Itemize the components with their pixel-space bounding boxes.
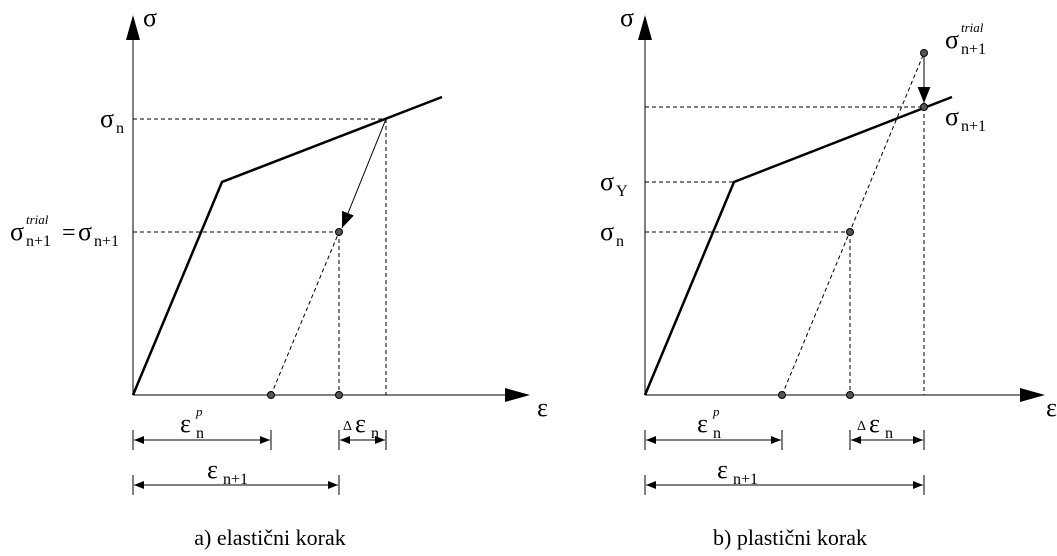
label-sub: n+1 — [733, 471, 758, 488]
label-base: = — [62, 220, 76, 246]
label-sub: Y — [616, 183, 628, 200]
point — [335, 228, 343, 236]
point — [920, 103, 928, 111]
label: ε pn — [697, 404, 721, 442]
label-sub: n — [371, 425, 379, 442]
label: σ n+1 — [945, 102, 986, 135]
label-base: ε — [180, 409, 191, 438]
caption: a) elastični korak — [194, 525, 346, 550]
guide — [781, 52, 925, 396]
label-base: ε — [869, 409, 880, 438]
label-sub: n+1 — [26, 233, 51, 250]
label: Δ — [343, 419, 352, 434]
label-sub: n — [116, 120, 124, 137]
label-sub: n — [616, 233, 624, 250]
label: = — [62, 220, 76, 246]
label-base: ε — [697, 409, 708, 438]
label: σ trial n+1 — [945, 20, 986, 58]
stress-strain-curve — [131, 95, 443, 396]
guide — [270, 231, 340, 396]
x-axis-label: ε — [1046, 393, 1057, 422]
label: σ n+1 — [78, 217, 119, 250]
label-base: σ — [945, 25, 959, 54]
label: ε n+1 — [717, 455, 758, 488]
label-base: ε — [717, 455, 728, 484]
point — [846, 228, 854, 236]
label-base: σ — [10, 217, 24, 246]
axis-arrow — [505, 388, 530, 402]
point — [335, 391, 343, 399]
label-sub: n — [713, 425, 721, 442]
y-axis-label: σ — [620, 3, 634, 32]
axis-arrow — [1020, 388, 1045, 402]
label-sub: n+1 — [961, 118, 986, 135]
label-sub: n — [196, 425, 204, 442]
label-base: ε — [207, 455, 218, 484]
label-sub: n+1 — [961, 41, 986, 58]
label-sup: p — [195, 404, 203, 419]
panel-b: σ ε b) plastični korak — [620, 3, 1057, 550]
label-base: Δ — [343, 419, 352, 434]
point — [267, 391, 275, 399]
label-base: Δ — [857, 419, 866, 434]
x-axis-label: ε — [537, 393, 548, 422]
label-sub: n+1 — [223, 471, 248, 488]
y-axis-label: σ — [143, 3, 157, 32]
label-sub: n — [885, 425, 893, 442]
label-sub: n+1 — [94, 233, 119, 250]
label-sup: p — [712, 404, 720, 419]
point — [846, 391, 854, 399]
axis-arrow — [638, 15, 652, 40]
caption: b) plastični korak — [713, 525, 867, 550]
label: Δ — [857, 419, 866, 434]
point — [920, 49, 928, 57]
label-base: σ — [600, 217, 614, 246]
label-sup: trial — [961, 20, 984, 35]
axis-arrow — [126, 15, 140, 40]
label-base: σ — [945, 102, 959, 131]
stress-strain-curve — [643, 95, 953, 396]
unload-arrow — [341, 118, 387, 229]
label-base: σ — [100, 104, 114, 133]
label-base: σ — [600, 167, 614, 196]
label-base: ε — [355, 409, 366, 438]
label: ε n+1 — [207, 455, 248, 488]
label: ε pn — [180, 404, 204, 442]
point — [778, 391, 786, 399]
label-base: σ — [78, 217, 92, 246]
panel-a: σ ε a) elastični korak — [126, 3, 548, 550]
label: σ trial n+1 — [10, 212, 51, 250]
label-sup: trial — [26, 212, 49, 227]
